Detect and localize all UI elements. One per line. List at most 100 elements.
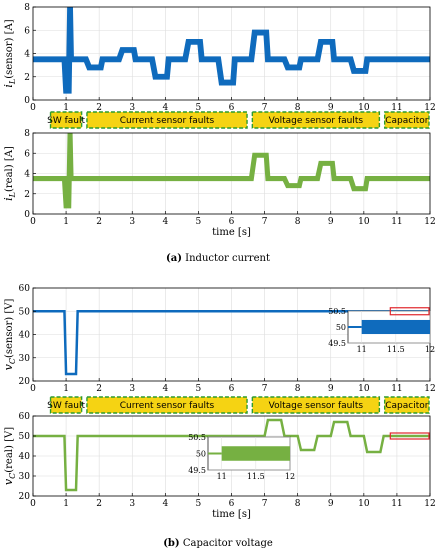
inset-y-tick-label: 50.5 <box>328 307 346 316</box>
inset-y-tick-label: 50.5 <box>188 433 206 442</box>
caption-a-label: (a) <box>166 253 182 264</box>
x-tick-label: 7 <box>262 217 268 227</box>
x-tick-label: 12 <box>424 499 435 509</box>
fault-segment <box>86 396 248 414</box>
fault-segment-row-1: SW fault Current sensor faults Voltage sen… <box>47 111 430 129</box>
series-line <box>33 132 430 207</box>
x-tick-label: 9 <box>328 499 334 509</box>
x-tick-label: 6 <box>229 384 235 394</box>
y-tick-label: 30 <box>19 472 31 482</box>
inset-x-tick-label: 11.5 <box>247 472 265 481</box>
x-tick-label: 11 <box>391 499 402 509</box>
y-axis-label: vC(real) [V] <box>2 427 17 485</box>
y-axis-label: vC(sensor) [V] <box>2 299 17 371</box>
caption-a-text: Inductor current <box>182 253 270 264</box>
x-tick-label: 1 <box>63 499 69 509</box>
y-tick-label: 4 <box>24 170 30 180</box>
inset-y-tick-label: 49.5 <box>328 339 346 348</box>
y-axis-label-symbol: v <box>2 363 15 370</box>
y-tick-label: 60 <box>19 284 31 294</box>
y-tick-label: 0 <box>24 96 30 106</box>
x-tick-label: 12 <box>424 384 435 394</box>
grid-lines <box>32 132 431 215</box>
y-tick-label: 40 <box>19 331 31 341</box>
x-tick-label: 8 <box>295 217 301 227</box>
x-tick-label: 0 <box>30 103 36 113</box>
y-tick-label: 8 <box>24 3 30 13</box>
x-tick-label: 12 <box>424 103 435 113</box>
y-tick-label: 60 <box>19 412 31 422</box>
fault-segment-label: Capacitor <box>385 401 429 411</box>
y-axis-label-unit: (sensor) [A] <box>4 19 15 79</box>
zoom-region-marker <box>389 432 430 440</box>
fault-segment <box>251 396 381 414</box>
x-axis-label: time [s] <box>212 227 251 238</box>
x-tick-label: 2 <box>96 384 102 394</box>
x-tick-label: 10 <box>358 499 370 509</box>
x-tick-label: 8 <box>295 103 301 113</box>
y-tick-label: 6 <box>24 149 30 159</box>
y-axis-label-unit: (real) [V] <box>4 427 15 473</box>
fault-segment-label: Capacitor <box>385 116 429 126</box>
y-axis-label-subscript: C <box>8 358 17 364</box>
x-tick-label: 0 <box>30 217 36 227</box>
inset-x-tick-label: 11 <box>217 472 227 481</box>
inset-y-tick-label: 50 <box>336 323 346 332</box>
fault-segment-label: Current sensor faults <box>120 116 215 126</box>
y-tick-label: 2 <box>24 73 30 83</box>
x-axis-label: time [s] <box>212 509 251 520</box>
fault-segment-label: Current sensor faults <box>120 401 215 411</box>
x-tick-label: 5 <box>196 217 202 227</box>
fault-segment-label: SW fault <box>47 116 85 126</box>
caption-b-text: Capacitor voltage <box>180 538 273 549</box>
y-axis-label-subscript: C <box>8 473 17 479</box>
inset-noise-band <box>361 319 430 335</box>
x-tick-label: 3 <box>129 384 135 394</box>
x-tick-label: 2 <box>96 103 102 113</box>
x-tick-label: 3 <box>129 217 135 227</box>
y-tick-label: 0 <box>24 210 30 220</box>
y-axis-label-subscript: L <box>8 79 17 85</box>
x-tick-label: 0 <box>30 384 36 394</box>
x-tick-label: 5 <box>196 103 202 113</box>
x-tick-label: 7 <box>262 384 268 394</box>
x-tick-label: 11 <box>391 217 402 227</box>
x-tick-label: 4 <box>162 499 168 509</box>
y-tick-label: 20 <box>19 377 31 387</box>
x-tick-label: 10 <box>358 217 370 227</box>
inset-x-tick-label: 12 <box>285 472 295 481</box>
caption-a: (a) Inductor current <box>166 253 270 264</box>
fault-segment <box>49 111 83 129</box>
zoom-region-marker <box>389 307 430 316</box>
inset-y-tick-label: 49.5 <box>188 466 206 475</box>
x-tick-label: 2 <box>96 217 102 227</box>
x-tick-label: 4 <box>162 103 168 113</box>
y-tick-label: 6 <box>24 26 30 36</box>
series-line <box>33 310 430 375</box>
y-axis-label-unit: (sensor) [V] <box>4 299 15 359</box>
x-tick-label: 8 <box>295 384 301 394</box>
inset-noise-band <box>221 446 290 461</box>
y-axis-label: iL(real) [A] <box>2 146 17 201</box>
x-tick-label: 6 <box>229 217 235 227</box>
y-tick-label: 30 <box>19 354 31 364</box>
y-axis-label-symbol: v <box>2 478 15 485</box>
x-tick-label: 1 <box>63 103 69 113</box>
x-tick-label: 7 <box>262 103 268 113</box>
x-tick-label: 9 <box>328 103 334 113</box>
x-tick-label: 11 <box>391 103 402 113</box>
fault-segment-label: SW fault <box>47 401 85 411</box>
y-axis-label-unit: (real) [A] <box>4 146 15 192</box>
y-tick-label: 40 <box>19 452 31 462</box>
series-line <box>33 6 430 92</box>
inset-y-tick-label: 50 <box>196 450 206 459</box>
y-axis-label-symbol: i <box>2 84 15 88</box>
x-tick-label: 3 <box>129 499 135 509</box>
x-tick-label: 5 <box>196 499 202 509</box>
series-line <box>33 419 430 491</box>
x-tick-label: 0 <box>30 499 36 509</box>
captions-layer: (a) Inductor current (b) Capacitor volta… <box>163 253 273 549</box>
